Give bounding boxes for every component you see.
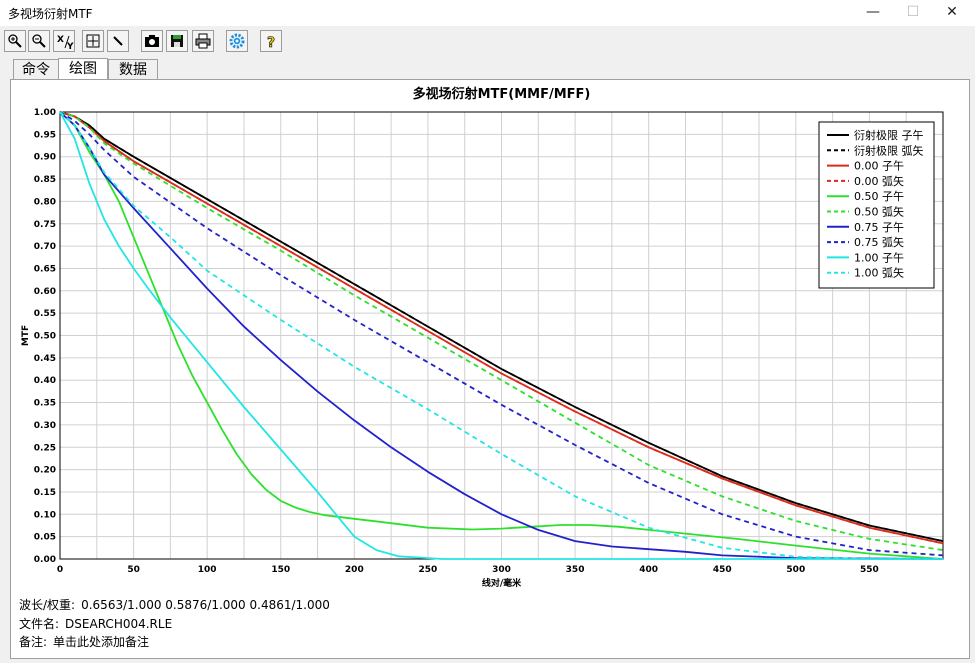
- help-button[interactable]: ?: [260, 30, 282, 52]
- series-line-9: [59, 111, 943, 560]
- zoom-in-button[interactable]: [4, 30, 26, 52]
- x-tick-label: 300: [492, 565, 511, 575]
- file-label: 文件名:: [19, 617, 60, 631]
- y-tick-label: 0.30: [34, 421, 56, 431]
- zoom-in-icon: [8, 34, 22, 48]
- y-tick-label: 0.15: [34, 488, 56, 498]
- y-tick-label: 0.25: [34, 443, 56, 453]
- x-tick-label: 500: [786, 565, 805, 575]
- x-tick-label: 550: [860, 565, 879, 575]
- y-tick-label: 0.70: [34, 242, 56, 252]
- y-tick-label: 0.85: [34, 175, 56, 185]
- y-tick-label: 0.65: [34, 264, 56, 274]
- x-tick-label: 50: [127, 565, 140, 575]
- series-line-3: [59, 111, 944, 545]
- x-tick-label: 150: [271, 565, 290, 575]
- window-title: 多视场衍射MTF: [8, 7, 93, 21]
- series-line-5: [59, 111, 944, 560]
- footer-filename: 文件名: DSEARCH004.RLE: [19, 615, 178, 632]
- settings-button[interactable]: [226, 30, 248, 52]
- title-bar: 多视场衍射MTF — ☐ ✕: [0, 0, 975, 26]
- print-icon: [195, 33, 211, 49]
- zoom-out-button[interactable]: [28, 30, 50, 52]
- footer-note[interactable]: 备注: 单击此处添加备注: [19, 633, 155, 650]
- y-tick-label: 0.00: [34, 555, 56, 565]
- x-tick-label: 0: [57, 565, 63, 575]
- legend-label: 0.00 子午: [854, 160, 904, 173]
- pen-button[interactable]: [107, 30, 129, 52]
- y-tick-label: 0.45: [34, 354, 56, 364]
- legend-box: [818, 121, 935, 289]
- legend-label: 0.75 子午: [854, 221, 904, 234]
- y-tick-label: 0.40: [34, 376, 56, 386]
- legend-label: 衍射极限 弧矢: [854, 143, 924, 157]
- y-tick-label: 0.35: [34, 399, 56, 409]
- tab-commands[interactable]: 命令: [13, 59, 59, 79]
- minimize-button[interactable]: —: [866, 4, 880, 20]
- legend-label: 1.00 弧矢: [854, 266, 904, 280]
- y-axis-label: MTF: [21, 325, 31, 346]
- chart-title: 多视场衍射MTF(MMF/MFF): [413, 86, 591, 102]
- wavelength-value: 0.6563/1.000 0.5876/1.000 0.4861/1.000: [81, 598, 330, 612]
- legend-label: 0.50 弧矢: [854, 205, 904, 219]
- series-line-6: [59, 111, 944, 551]
- footer-wavelength: 波长/权重: 0.6563/1.000 0.5876/1.000 0.4861/1…: [19, 596, 336, 613]
- legend-label: 0.75 弧矢: [854, 235, 904, 249]
- series-line-2: [59, 111, 944, 542]
- wavelength-label: 波长/权重:: [19, 598, 76, 612]
- tab-bar: 命令 绘图 数据: [0, 58, 975, 80]
- maximize-button[interactable]: ☐: [906, 4, 920, 20]
- print-button[interactable]: [192, 30, 214, 52]
- x-tick-label: 450: [713, 565, 732, 575]
- y-tick-label: 0.50: [34, 332, 56, 342]
- camera-button[interactable]: [141, 30, 163, 52]
- legend-label: 0.50 子午: [854, 190, 904, 203]
- close-button[interactable]: ✕: [946, 4, 958, 20]
- y-tick-label: 0.90: [34, 153, 56, 163]
- y-tick-label: 0.05: [34, 533, 56, 543]
- help-icon: ?: [267, 35, 276, 49]
- series-line-8: [59, 111, 944, 557]
- fit-window-button[interactable]: [82, 30, 104, 52]
- note-value[interactable]: 单击此处添加备注: [53, 635, 150, 649]
- y-tick-label: 0.95: [34, 130, 56, 140]
- y-tick-label: 0.10: [34, 510, 56, 520]
- fit-window-icon: [86, 34, 100, 48]
- y-tick-label: 0.80: [34, 197, 56, 207]
- series-line-10: [59, 111, 943, 560]
- y-tick-label: 1.00: [34, 108, 56, 118]
- save-icon: [171, 35, 183, 47]
- x-tick-label: 100: [198, 565, 217, 575]
- x-tick-label: 200: [345, 565, 364, 575]
- svg-text:X: X: [57, 35, 64, 45]
- y-tick-label: 0.75: [34, 220, 56, 230]
- svg-text:Y: Y: [66, 42, 74, 51]
- tab-plot[interactable]: 绘图: [58, 58, 108, 80]
- note-label: 备注:: [19, 635, 48, 649]
- xy-axes-icon: XY: [57, 35, 74, 51]
- x-axis-label: 线对/毫米: [482, 577, 522, 589]
- y-tick-label: 0.20: [34, 466, 56, 476]
- x-tick-label: 400: [639, 565, 658, 575]
- plot-panel: 0.00 0.05 0.10 0.15 0.20 0.25 0.30 0.35 0.40 0.45…: [10, 79, 970, 659]
- x-tick-label: 350: [566, 565, 585, 575]
- mtf-chart: 0.00 0.05 0.10 0.15 0.20 0.25 0.30 0.35 0.40 0.45…: [21, 86, 944, 589]
- legend-label: 0.00 弧矢: [854, 174, 904, 188]
- camera-icon: [145, 35, 159, 47]
- y-tick-label: 0.60: [34, 287, 56, 297]
- y-tick-label: 0.55: [34, 309, 56, 319]
- svg-text:?: ?: [267, 35, 275, 49]
- pen-icon: [113, 36, 123, 46]
- file-value: DSEARCH004.RLE: [65, 617, 173, 631]
- zoom-out-icon: [32, 34, 46, 48]
- legend-label: 1.00 子午: [854, 251, 904, 264]
- x-tick-label: 250: [419, 565, 438, 575]
- save-button[interactable]: [166, 30, 188, 52]
- tab-data[interactable]: 数据: [108, 59, 158, 79]
- gear-icon: [229, 33, 245, 49]
- legend-label: 衍射极限 子午: [854, 128, 924, 142]
- series-line-7: [59, 111, 944, 560]
